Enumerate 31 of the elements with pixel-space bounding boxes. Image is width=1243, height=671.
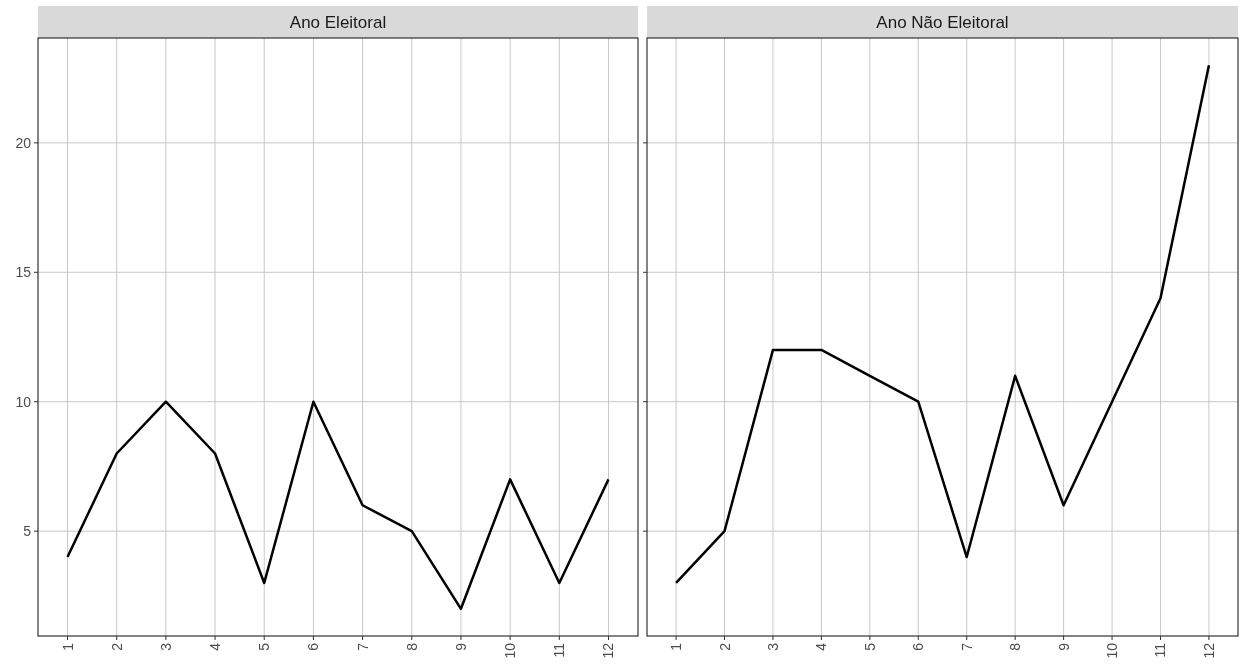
x-tick-label: 2 [716, 642, 733, 651]
chart-title: Ano Não Eleitoral [876, 13, 1009, 32]
x-tick-label: 11 [1152, 642, 1169, 658]
x-tick-label: 12 [1200, 642, 1217, 659]
x-tick-label: 5 [256, 642, 273, 651]
x-tick-label: 3 [764, 642, 781, 651]
x-tick-label: 3 [157, 642, 174, 651]
x-tick-label: 12 [600, 642, 617, 659]
x-tick-label: 10 [502, 642, 519, 659]
x-tick-label: 1 [668, 642, 685, 651]
x-tick-label: 6 [910, 642, 927, 651]
x-tick-label: 7 [958, 642, 975, 651]
x-tick-label: 11 [551, 642, 568, 658]
x-tick-label: 7 [354, 642, 371, 651]
x-tick-label: 9 [452, 642, 469, 651]
x-tick-label: 6 [305, 642, 322, 651]
x-tick-label: 1 [59, 642, 76, 651]
y-tick-label: 5 [23, 523, 32, 540]
x-tick-label: 2 [108, 642, 125, 651]
line-series [66, 400, 610, 611]
chart-title: Ano Eleitoral [289, 13, 387, 32]
x-tick-label: 8 [403, 642, 420, 651]
y-tick-label: 20 [15, 134, 32, 151]
y-tick-label: 15 [15, 264, 32, 281]
x-tick-label: 4 [207, 642, 224, 651]
x-tick-label: 5 [861, 642, 878, 651]
x-tick-label: 4 [813, 642, 830, 651]
x-tick-label: 10 [1104, 642, 1121, 659]
x-tick-label: 9 [1055, 642, 1072, 651]
y-tick-label: 10 [15, 393, 32, 410]
x-tick-label: 8 [1007, 642, 1024, 651]
